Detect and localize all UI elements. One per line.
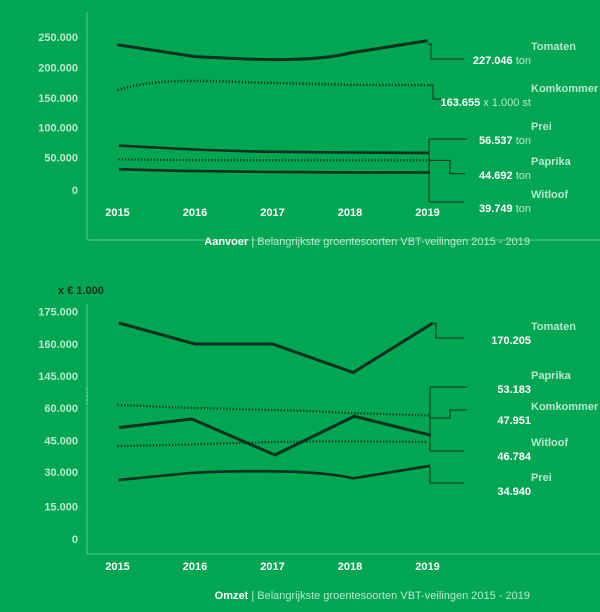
svg-text:2016: 2016	[183, 561, 207, 573]
svg-text:2019: 2019	[415, 207, 439, 219]
svg-text:2016: 2016	[183, 207, 207, 219]
svg-text:170.205: 170.205	[491, 335, 531, 347]
svg-text:227.046 ton: 227.046 ton	[473, 55, 531, 67]
svg-text:39.749 ton: 39.749 ton	[479, 203, 531, 215]
svg-text:145.000: 145.000	[38, 371, 78, 383]
svg-text:44.692 ton: 44.692 ton	[479, 170, 531, 182]
svg-text:34.940: 34.940	[497, 486, 531, 498]
svg-text:163.655 x 1.000 st: 163.655 x 1.000 st	[440, 97, 531, 109]
svg-text:Komkommer: Komkommer	[531, 401, 599, 413]
svg-text:Aanvoer | Belangrijkste groe: Aanvoer | Belangrijkste groentesoorten V…	[204, 236, 530, 248]
svg-text:0: 0	[72, 185, 78, 197]
svg-text:Paprika: Paprika	[531, 156, 572, 168]
svg-text:250.000: 250.000	[38, 32, 78, 44]
svg-text:Prei: Prei	[531, 121, 552, 133]
svg-text:Omzet | Belangrijkste groent: Omzet | Belangrijkste groentesoorten VBT…	[215, 590, 530, 602]
svg-text:0: 0	[72, 534, 78, 546]
svg-text:100.000: 100.000	[38, 123, 78, 135]
svg-text:15.000: 15.000	[44, 502, 78, 514]
svg-text:2018: 2018	[338, 207, 362, 219]
svg-text:30.000: 30.000	[44, 467, 78, 479]
svg-text:50.000: 50.000	[44, 153, 78, 165]
svg-text:2015: 2015	[105, 561, 129, 573]
svg-text:2019: 2019	[415, 561, 439, 573]
svg-text:47.951: 47.951	[497, 415, 531, 427]
svg-text:Paprika: Paprika	[531, 370, 572, 382]
svg-text:Komkommer: Komkommer	[531, 83, 599, 95]
svg-text:Tomaten: Tomaten	[531, 321, 576, 333]
svg-text:60.000: 60.000	[44, 403, 78, 415]
svg-text:2015: 2015	[105, 207, 129, 219]
svg-text:53.183: 53.183	[497, 384, 531, 396]
svg-text:56.537 ton: 56.537 ton	[479, 135, 531, 147]
svg-text:46.784: 46.784	[497, 451, 532, 463]
svg-text:150.000: 150.000	[38, 93, 78, 105]
svg-text:x € 1.000: x € 1.000	[58, 285, 104, 297]
svg-text:Witloof: Witloof	[531, 189, 568, 201]
svg-text:200.000: 200.000	[38, 63, 78, 75]
svg-text:Witloof: Witloof	[531, 437, 568, 449]
svg-text:45.000: 45.000	[44, 436, 78, 448]
svg-text:2017: 2017	[260, 561, 284, 573]
svg-text:160.000: 160.000	[38, 339, 78, 351]
svg-text:Tomaten: Tomaten	[531, 41, 576, 53]
svg-text:175.000: 175.000	[38, 307, 78, 319]
svg-text:2018: 2018	[338, 561, 362, 573]
svg-text:2017: 2017	[260, 207, 284, 219]
svg-text:Prei: Prei	[531, 472, 552, 484]
